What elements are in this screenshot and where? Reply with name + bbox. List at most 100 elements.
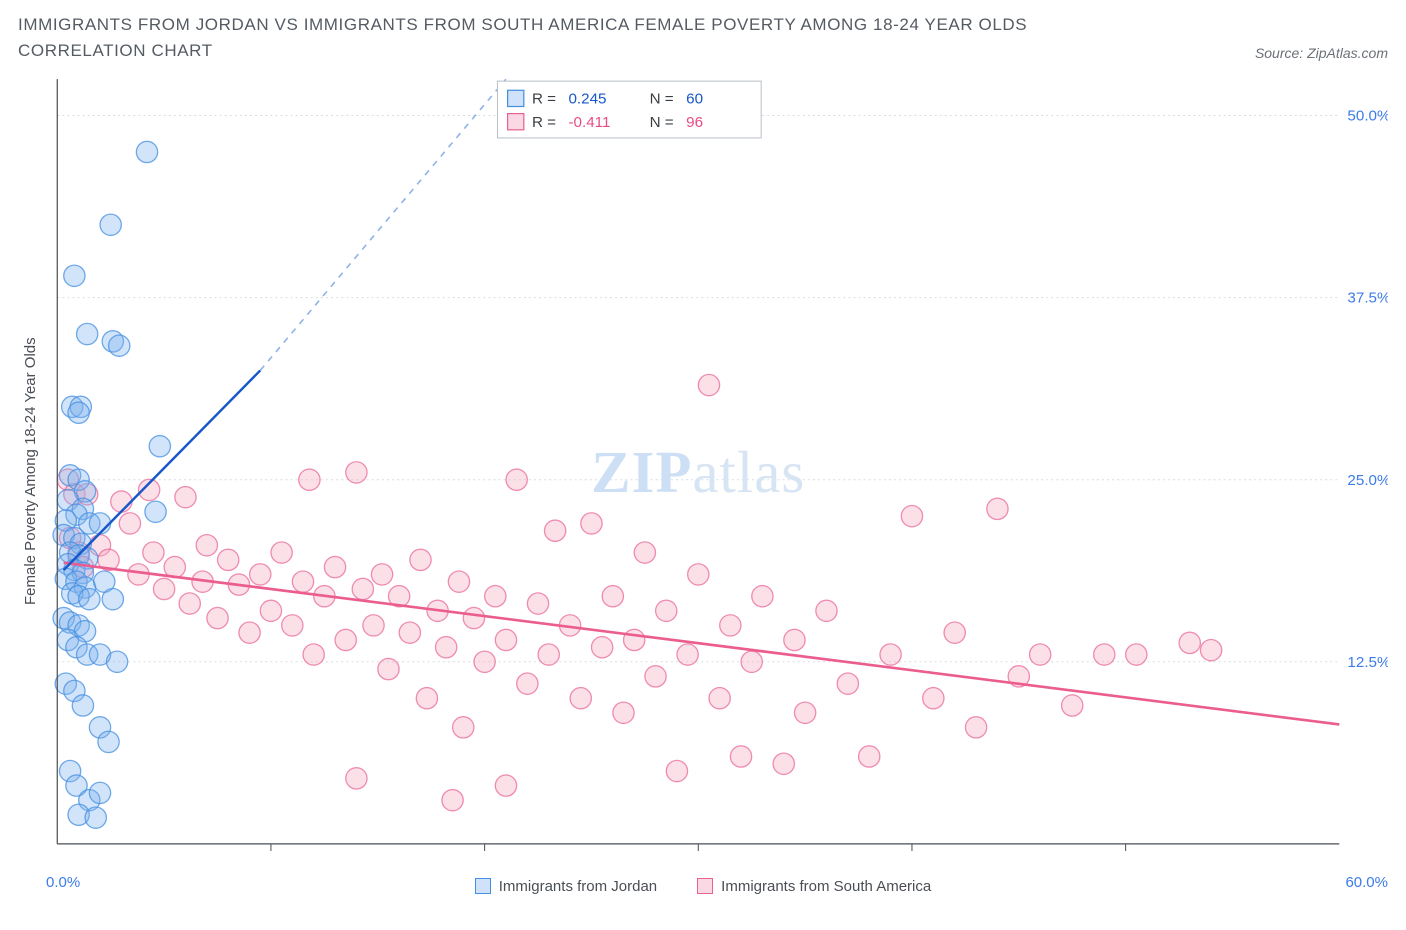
point-pink	[570, 687, 591, 708]
point-pink	[363, 614, 384, 635]
point-pink	[1094, 644, 1115, 665]
point-pink	[709, 687, 730, 708]
point-pink	[292, 571, 313, 592]
point-pink	[859, 746, 880, 767]
point-pink	[378, 658, 399, 679]
point-pink	[371, 563, 392, 584]
point-pink	[794, 702, 815, 723]
point-blue	[98, 731, 119, 752]
point-pink	[602, 585, 623, 606]
point-pink	[410, 549, 431, 570]
point-pink	[837, 673, 858, 694]
point-pink	[923, 687, 944, 708]
point-blue	[85, 807, 106, 828]
point-pink	[634, 542, 655, 563]
svg-text:-0.411: -0.411	[568, 113, 610, 130]
point-pink	[517, 673, 538, 694]
point-pink	[880, 644, 901, 665]
point-pink	[453, 716, 474, 737]
point-pink	[442, 789, 463, 810]
point-pink	[527, 593, 548, 614]
legend-item-pink: Immigrants from South America	[697, 878, 931, 895]
point-blue	[100, 214, 121, 235]
svg-text:N =: N =	[650, 90, 674, 107]
point-pink	[1030, 644, 1051, 665]
legend-label-pink: Immigrants from South America	[721, 878, 931, 895]
point-pink	[901, 505, 922, 526]
point-pink	[399, 622, 420, 643]
point-pink	[153, 578, 174, 599]
stats-swatch-pink	[508, 113, 524, 129]
y-axis-label: Female Poverty Among 18-24 Year Olds	[18, 221, 39, 721]
point-blue	[102, 588, 123, 609]
point-pink	[239, 622, 260, 643]
legend-item-blue: Immigrants from Jordan	[475, 878, 657, 895]
point-pink	[581, 512, 602, 533]
point-pink	[218, 549, 239, 570]
point-blue	[68, 402, 89, 423]
scatter-chart: 12.5%25.0%37.5%50.0%ZIPatlasR =0.245N =6…	[39, 71, 1388, 872]
point-pink	[645, 665, 666, 686]
legend-swatch-blue	[475, 878, 491, 894]
point-pink	[741, 651, 762, 672]
point-blue	[145, 501, 166, 522]
point-blue	[79, 588, 100, 609]
point-pink	[352, 578, 373, 599]
point-pink	[506, 469, 527, 490]
svg-text:R =: R =	[532, 90, 556, 107]
x-axis-min-label: 0.0%	[46, 874, 80, 891]
point-pink	[119, 512, 140, 533]
point-pink	[773, 753, 794, 774]
bottom-legend: 0.0% Immigrants from Jordan Immigrants f…	[18, 872, 1388, 895]
point-pink	[111, 491, 132, 512]
svg-text:ZIPatlas: ZIPatlas	[591, 440, 805, 505]
point-pink	[656, 600, 677, 621]
point-pink	[250, 563, 271, 584]
point-pink	[485, 585, 506, 606]
point-pink	[752, 585, 773, 606]
point-pink	[677, 644, 698, 665]
point-pink	[784, 629, 805, 650]
point-pink	[1126, 644, 1147, 665]
point-pink	[495, 775, 516, 796]
point-pink	[179, 593, 200, 614]
point-pink	[474, 651, 495, 672]
trendline-blue-extrapolated	[260, 79, 506, 370]
point-pink	[346, 461, 367, 482]
point-pink	[987, 498, 1008, 519]
point-pink	[303, 644, 324, 665]
point-pink	[435, 636, 456, 657]
stats-swatch-blue	[508, 90, 524, 106]
point-blue	[64, 265, 85, 286]
trendline-pink	[64, 562, 1340, 724]
point-pink	[463, 607, 484, 628]
svg-text:37.5%: 37.5%	[1347, 289, 1388, 306]
point-pink	[591, 636, 612, 657]
point-pink	[271, 542, 292, 563]
svg-text:96: 96	[686, 113, 703, 130]
header-row: IMMIGRANTS FROM JORDAN VS IMMIGRANTS FRO…	[18, 12, 1388, 65]
point-pink	[260, 600, 281, 621]
point-pink	[698, 374, 719, 395]
point-blue	[149, 435, 170, 456]
point-blue	[89, 782, 110, 803]
svg-text:0.245: 0.245	[568, 90, 606, 107]
legend-swatch-pink	[697, 878, 713, 894]
svg-text:25.0%: 25.0%	[1347, 471, 1388, 488]
point-pink	[613, 702, 634, 723]
point-blue	[72, 695, 93, 716]
point-pink	[175, 486, 196, 507]
point-pink	[1062, 695, 1083, 716]
point-pink	[624, 629, 645, 650]
svg-text:50.0%: 50.0%	[1347, 107, 1388, 124]
point-pink	[730, 746, 751, 767]
svg-text:60: 60	[686, 90, 703, 107]
point-pink	[416, 687, 437, 708]
point-pink	[1200, 639, 1221, 660]
point-blue	[89, 512, 110, 533]
point-pink	[944, 622, 965, 643]
point-blue	[106, 651, 127, 672]
point-pink	[688, 563, 709, 584]
svg-text:R =: R =	[532, 113, 556, 130]
point-pink	[495, 629, 516, 650]
